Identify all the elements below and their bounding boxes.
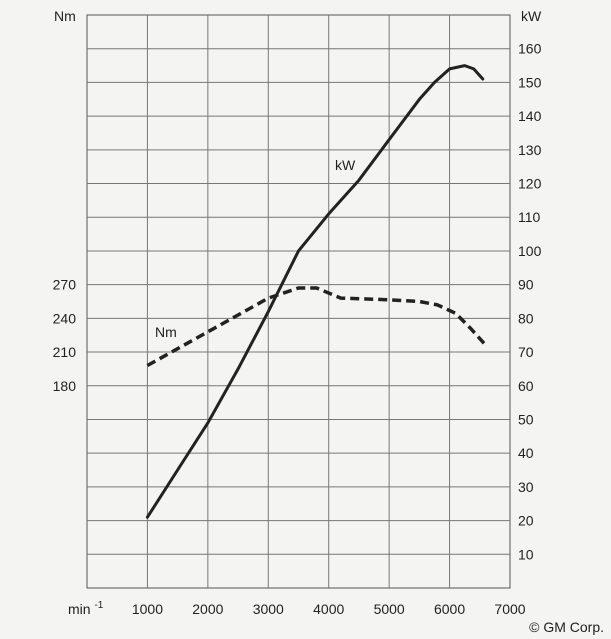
- right-tick-label-10: 10: [518, 546, 534, 562]
- x-axis-unit-label: min -1: [68, 600, 104, 617]
- right-tick-label-20: 20: [518, 513, 534, 529]
- right-tick-label-60: 60: [518, 378, 534, 394]
- right-tick-label-40: 40: [518, 445, 534, 461]
- x-tick-label-1000: 1000: [132, 601, 163, 617]
- left-tick-label-270: 270: [53, 277, 77, 293]
- copyright-notice: © GM Corp.: [529, 619, 604, 635]
- series-label-kw: kW: [335, 157, 356, 173]
- x-tick-label-4000: 4000: [313, 601, 344, 617]
- right-axis-unit-label: kW: [521, 8, 542, 24]
- left-tick-label-240: 240: [53, 310, 77, 326]
- right-tick-label-70: 70: [518, 344, 534, 360]
- right-tick-label-140: 140: [518, 108, 542, 124]
- series-label-nm: Nm: [155, 324, 177, 340]
- right-tick-label-30: 30: [518, 479, 534, 495]
- x-tick-label-6000: 6000: [434, 601, 465, 617]
- right-tick-label-80: 80: [518, 310, 534, 326]
- left-tick-label-180: 180: [53, 378, 77, 394]
- plot-frame: [86, 14, 511, 589]
- right-tick-label-150: 150: [518, 74, 542, 90]
- grid: [86, 14, 511, 589]
- x-tick-label-2000: 2000: [192, 601, 223, 617]
- right-tick-label-120: 120: [518, 176, 542, 192]
- right-tick-label-110: 110: [518, 209, 541, 225]
- x-axis-unit-exponent: -1: [94, 600, 103, 611]
- x-tick-label-7000: 7000: [494, 601, 525, 617]
- right-tick-label-90: 90: [518, 277, 534, 293]
- tick-labels: 10 20 30 40 50 60 70 80 90 100 110 120 130 140 150 160 1…: [53, 41, 542, 617]
- x-tick-label-3000: 3000: [253, 601, 284, 617]
- series-layer: [145, 64, 488, 519]
- right-tick-label-100: 100: [518, 243, 542, 259]
- right-tick-label-130: 130: [518, 142, 542, 158]
- right-tick-label-160: 160: [518, 41, 542, 57]
- right-tick-label-50: 50: [518, 411, 534, 427]
- left-tick-label-210: 210: [53, 344, 77, 360]
- series-line-nm: [146, 286, 488, 368]
- series-line-kw: [145, 64, 485, 519]
- left-axis-unit-label: Nm: [54, 8, 76, 24]
- x-tick-label-5000: 5000: [374, 601, 405, 617]
- x-axis-unit-base: min: [68, 601, 91, 617]
